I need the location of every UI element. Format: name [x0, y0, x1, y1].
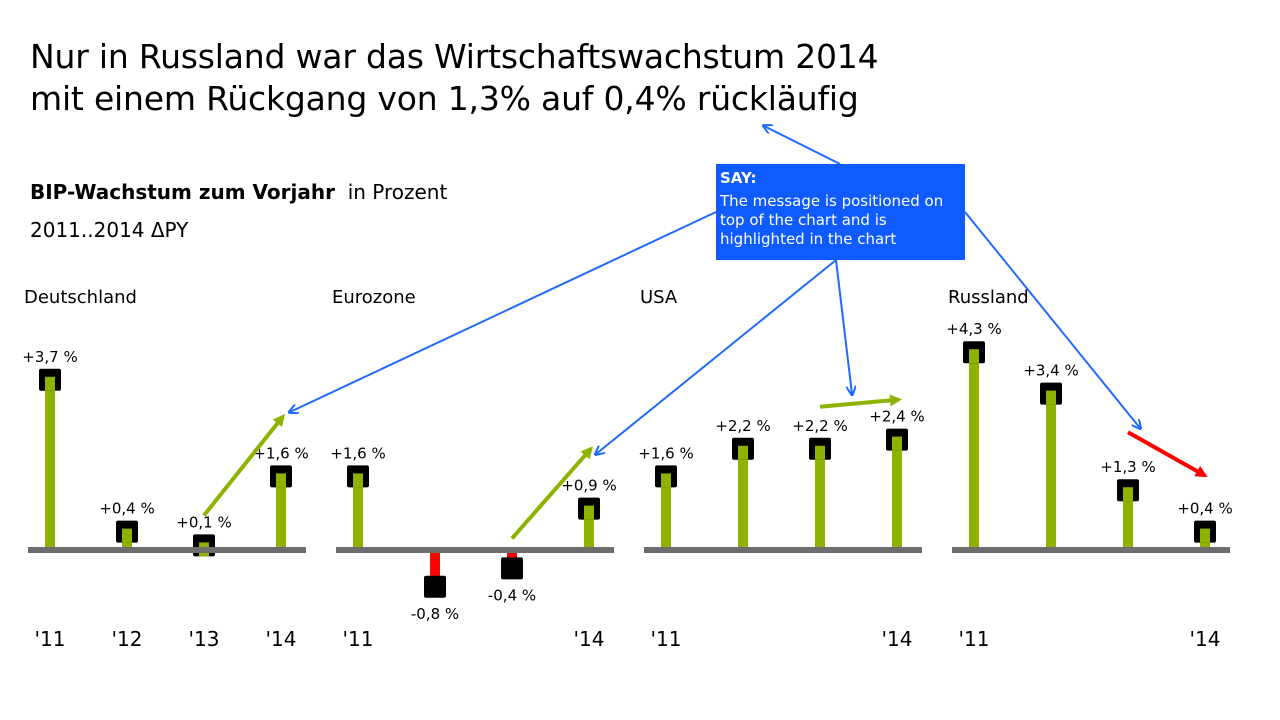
bar — [738, 448, 748, 550]
arrow-to-title — [764, 126, 841, 165]
title-line-1: Nur in Russland war das Wirtschaftswachs… — [30, 37, 879, 76]
tick-label: '11 — [343, 627, 374, 651]
marker-fill — [45, 376, 55, 391]
data-label: -0,8 % — [411, 605, 459, 623]
data-label: +3,7 % — [22, 348, 77, 366]
tick-label: '14 — [882, 627, 913, 651]
baseline — [336, 547, 614, 553]
bar — [1123, 490, 1133, 550]
page-title: Nur in Russland war das Wirtschaftswachs… — [30, 36, 1030, 120]
chart-subtitle: BIP-Wachstum zum Vorjahr in Prozent — [30, 180, 447, 204]
data-label: +1,6 % — [638, 444, 693, 462]
trend-arrow — [1127, 430, 1208, 478]
arrow-to-deutschland — [290, 211, 717, 412]
marker-fill — [584, 505, 594, 520]
tick-label: '13 — [189, 627, 220, 651]
baseline — [644, 547, 922, 553]
panel-title: Deutschland — [24, 287, 137, 308]
data-label: +2,2 % — [792, 417, 847, 435]
say-heading: SAY: — [720, 169, 757, 187]
tick-label: '11 — [651, 627, 682, 651]
annotation-arrows — [290, 126, 1140, 454]
data-label: +2,4 % — [869, 408, 924, 426]
marker-fill — [276, 473, 286, 488]
arrow-to-usa — [835, 259, 852, 394]
chart-period: 2011..2014 ΔPY — [30, 218, 189, 242]
panel-deutschland: Deutschland +3,7 % '11 +0,4 % '12 +0,1 % '13 +1… — [22, 287, 308, 651]
arrow-to-eurozone — [596, 259, 837, 454]
say-text: The message is positioned on top of the … — [720, 192, 944, 248]
panel-title: Eurozone — [332, 287, 416, 308]
subtitle-measure: BIP-Wachstum zum Vorjahr — [30, 180, 335, 204]
value-marker — [501, 557, 523, 580]
data-label: +4,3 % — [946, 320, 1001, 338]
trend-arrow — [202, 414, 285, 517]
data-label: -0,4 % — [488, 586, 536, 604]
subtitle-unit: in Prozent — [347, 180, 448, 204]
bar — [815, 448, 825, 550]
bar — [1046, 393, 1056, 550]
data-label: +1,6 % — [330, 444, 385, 462]
tick-label: '11 — [959, 627, 990, 651]
marker-fill — [815, 445, 825, 460]
bar — [353, 476, 363, 550]
marker-fill — [738, 445, 748, 460]
bar — [430, 550, 440, 587]
tick-label: '12 — [112, 627, 143, 651]
marker-fill — [1123, 487, 1133, 502]
baseline — [28, 547, 306, 553]
tick-label: '14 — [266, 627, 297, 651]
trend-arrow — [819, 394, 902, 409]
data-label: +0,9 % — [561, 477, 616, 495]
bar — [584, 508, 594, 550]
bar — [276, 476, 286, 550]
marker-fill — [892, 436, 902, 451]
data-label: +3,4 % — [1023, 362, 1078, 380]
tick-label: '14 — [574, 627, 605, 651]
title-line-2: mit einem Rückgang von 1,3% auf 0,4% rüc… — [30, 79, 859, 118]
data-label: +0,4 % — [1177, 500, 1232, 518]
data-label: +1,3 % — [1100, 458, 1155, 476]
bar — [45, 379, 55, 550]
marker-fill — [661, 473, 671, 488]
data-label: +0,4 % — [99, 500, 154, 518]
bar — [892, 439, 902, 550]
panel-eurozone: Eurozone +1,6 % '11 -0,8 % -0,4 % +0,9 % '14 — [330, 287, 616, 651]
trend-arrow — [510, 446, 593, 540]
arrow-to-russland — [964, 211, 1140, 428]
tick-label: '11 — [35, 627, 66, 651]
say-note-box: SAY: The message is positioned on top of… — [716, 164, 965, 260]
data-label: +0,1 % — [176, 513, 231, 531]
panel-title: USA — [640, 287, 678, 308]
marker-fill — [1046, 390, 1056, 405]
marker-fill — [969, 349, 979, 364]
bar — [661, 476, 671, 550]
baseline — [952, 547, 1230, 553]
panel-usa: USA +1,6 % '11 +2,2 % +2,2 % +2,4 % '14 — [638, 287, 924, 651]
data-label: +1,6 % — [253, 444, 308, 462]
marker-fill — [353, 473, 363, 488]
tick-label: '14 — [1190, 627, 1221, 651]
marker-fill — [1200, 528, 1210, 543]
value-marker — [424, 575, 446, 598]
marker-fill — [122, 528, 132, 543]
data-label: +2,2 % — [715, 417, 770, 435]
panel-title: Russland — [948, 287, 1029, 308]
panel-russland: Russland +4,3 % '11 +3,4 % +1,3 % +0,4 % '14 — [946, 287, 1232, 651]
bar — [969, 352, 979, 550]
